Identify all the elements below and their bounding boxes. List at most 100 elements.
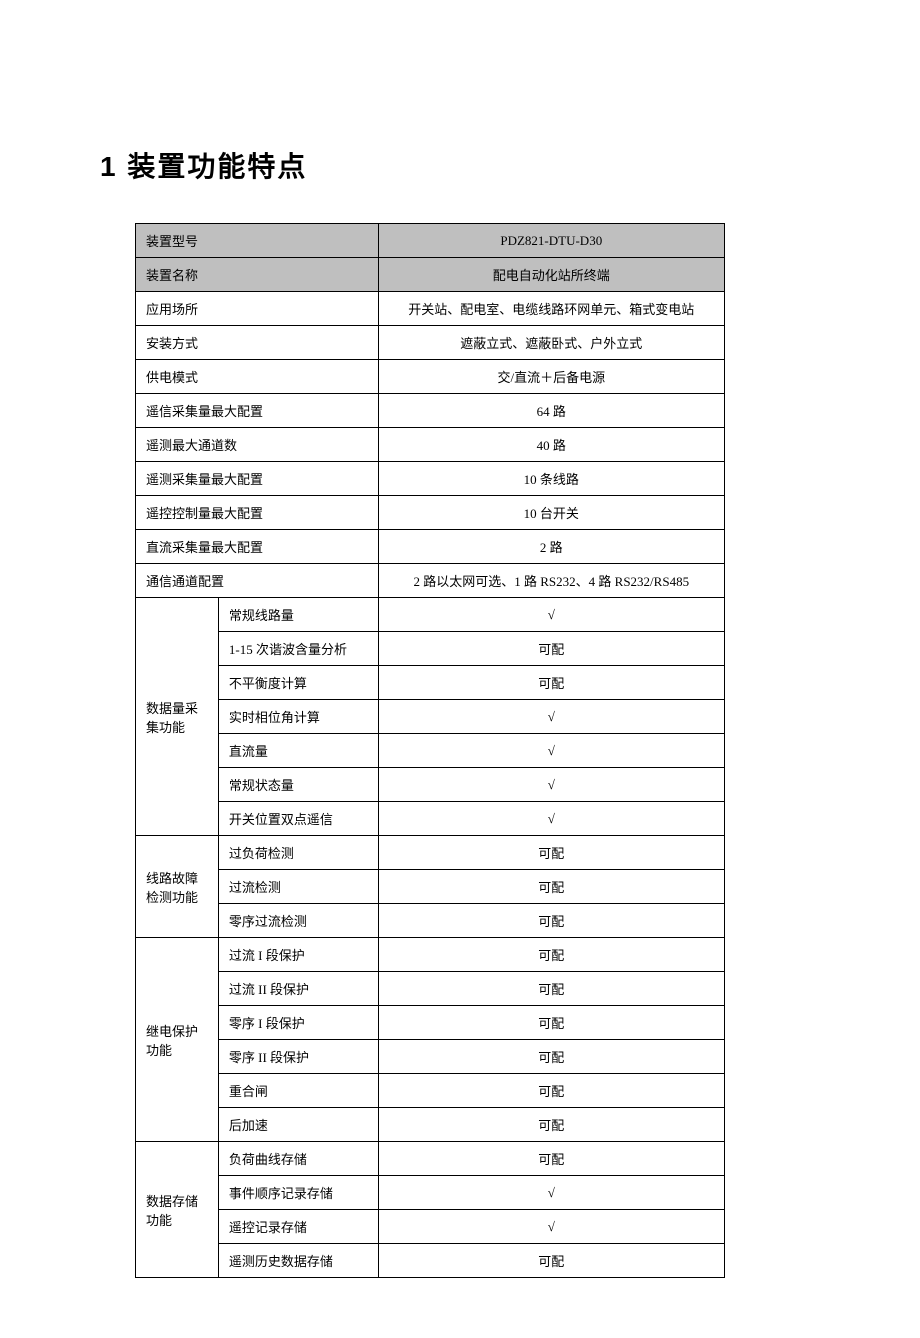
sublabel: 过流 I 段保护 [218, 938, 378, 972]
section-heading: 1 装置功能特点 [100, 145, 820, 185]
table-row: 不平衡度计算可配 [136, 666, 725, 700]
table-row: 零序 II 段保护可配 [136, 1040, 725, 1074]
row-value: √ [378, 1210, 724, 1244]
row-value: 可配 [378, 666, 724, 700]
row-value: √ [378, 802, 724, 836]
row-value: 2 路 [378, 530, 724, 564]
sublabel: 事件顺序记录存储 [218, 1176, 378, 1210]
sublabel: 直流量 [218, 734, 378, 768]
row-value: 10 条线路 [378, 462, 724, 496]
row-value: 可配 [378, 1006, 724, 1040]
sublabel: 实时相位角计算 [218, 700, 378, 734]
row-value: √ [378, 700, 724, 734]
sublabel: 零序过流检测 [218, 904, 378, 938]
group-label: 数据量采集功能 [136, 598, 219, 836]
row-label: 遥测最大通道数 [136, 428, 379, 462]
sublabel: 零序 I 段保护 [218, 1006, 378, 1040]
row-label: 遥测采集量最大配置 [136, 462, 379, 496]
row-value: 可配 [378, 904, 724, 938]
sublabel: 开关位置双点遥信 [218, 802, 378, 836]
row-value: 可配 [378, 1142, 724, 1176]
group-label: 继电保护功能 [136, 938, 219, 1142]
row-value: 可配 [378, 1040, 724, 1074]
row-value: 可配 [378, 870, 724, 904]
sublabel: 过负荷检测 [218, 836, 378, 870]
row-label: 遥控控制量最大配置 [136, 496, 379, 530]
row-value: 64 路 [378, 394, 724, 428]
table-row: 遥测历史数据存储可配 [136, 1244, 725, 1278]
sublabel: 1-15 次谐波含量分析 [218, 632, 378, 666]
row-value: 可配 [378, 1074, 724, 1108]
table-row: 事件顺序记录存储√ [136, 1176, 725, 1210]
table-row: 后加速可配 [136, 1108, 725, 1142]
row-value: 40 路 [378, 428, 724, 462]
row-value: 交/直流＋后备电源 [378, 360, 724, 394]
table-row: 零序过流检测可配 [136, 904, 725, 938]
row-value: 2 路以太网可选、1 路 RS232、4 路 RS232/RS485 [378, 564, 724, 598]
sublabel: 零序 II 段保护 [218, 1040, 378, 1074]
table-row: 直流采集量最大配置2 路 [136, 530, 725, 564]
specification-table: 装置型号PDZ821-DTU-D30装置名称配电自动化站所终端应用场所开关站、配… [135, 223, 725, 1278]
table-row: 数据量采集功能常规线路量√ [136, 598, 725, 632]
row-value: 可配 [378, 972, 724, 1006]
row-value: 开关站、配电室、电缆线路环网单元、箱式变电站 [378, 292, 724, 326]
row-value: PDZ821-DTU-D30 [378, 224, 724, 258]
group-label: 线路故障检测功能 [136, 836, 219, 938]
row-label: 遥信采集量最大配置 [136, 394, 379, 428]
row-value: 可配 [378, 938, 724, 972]
table-row: 遥测采集量最大配置10 条线路 [136, 462, 725, 496]
sublabel: 不平衡度计算 [218, 666, 378, 700]
table-row: 过流检测可配 [136, 870, 725, 904]
row-value: 可配 [378, 1108, 724, 1142]
document-page: 1 装置功能特点 装置型号PDZ821-DTU-D30装置名称配电自动化站所终端… [0, 0, 920, 1338]
table-row: 开关位置双点遥信√ [136, 802, 725, 836]
table-row: 继电保护功能过流 I 段保护可配 [136, 938, 725, 972]
table-row: 遥控记录存储√ [136, 1210, 725, 1244]
row-value: √ [378, 734, 724, 768]
table-row: 实时相位角计算√ [136, 700, 725, 734]
row-value: √ [378, 598, 724, 632]
row-label: 装置名称 [136, 258, 379, 292]
table-row: 遥信采集量最大配置64 路 [136, 394, 725, 428]
sublabel: 遥控记录存储 [218, 1210, 378, 1244]
row-label: 供电模式 [136, 360, 379, 394]
row-value: 可配 [378, 632, 724, 666]
table-row: 1-15 次谐波含量分析可配 [136, 632, 725, 666]
sublabel: 后加速 [218, 1108, 378, 1142]
row-value: √ [378, 1176, 724, 1210]
table-row: 线路故障检测功能过负荷检测可配 [136, 836, 725, 870]
row-value: 可配 [378, 1244, 724, 1278]
table-row: 零序 I 段保护可配 [136, 1006, 725, 1040]
table-row: 应用场所开关站、配电室、电缆线路环网单元、箱式变电站 [136, 292, 725, 326]
row-label: 装置型号 [136, 224, 379, 258]
row-value: √ [378, 768, 724, 802]
table-row: 装置型号PDZ821-DTU-D30 [136, 224, 725, 258]
table-row: 装置名称配电自动化站所终端 [136, 258, 725, 292]
sublabel: 重合闸 [218, 1074, 378, 1108]
row-value: 遮蔽立式、遮蔽卧式、户外立式 [378, 326, 724, 360]
sublabel: 过流 II 段保护 [218, 972, 378, 1006]
row-value: 10 台开关 [378, 496, 724, 530]
row-value: 可配 [378, 836, 724, 870]
table-row: 常规状态量√ [136, 768, 725, 802]
table-row: 供电模式交/直流＋后备电源 [136, 360, 725, 394]
table-row: 遥测最大通道数40 路 [136, 428, 725, 462]
row-value: 配电自动化站所终端 [378, 258, 724, 292]
table-row: 安装方式遮蔽立式、遮蔽卧式、户外立式 [136, 326, 725, 360]
sublabel: 常规状态量 [218, 768, 378, 802]
table-row: 通信通道配置2 路以太网可选、1 路 RS232、4 路 RS232/RS485 [136, 564, 725, 598]
table-row: 过流 II 段保护可配 [136, 972, 725, 1006]
group-label: 数据存储功能 [136, 1142, 219, 1278]
row-label: 安装方式 [136, 326, 379, 360]
row-label: 应用场所 [136, 292, 379, 326]
sublabel: 过流检测 [218, 870, 378, 904]
sublabel: 负荷曲线存储 [218, 1142, 378, 1176]
sublabel: 常规线路量 [218, 598, 378, 632]
sublabel: 遥测历史数据存储 [218, 1244, 378, 1278]
table-row: 直流量√ [136, 734, 725, 768]
row-label: 直流采集量最大配置 [136, 530, 379, 564]
row-label: 通信通道配置 [136, 564, 379, 598]
table-row: 数据存储功能负荷曲线存储可配 [136, 1142, 725, 1176]
table-row: 遥控控制量最大配置10 台开关 [136, 496, 725, 530]
table-row: 重合闸可配 [136, 1074, 725, 1108]
